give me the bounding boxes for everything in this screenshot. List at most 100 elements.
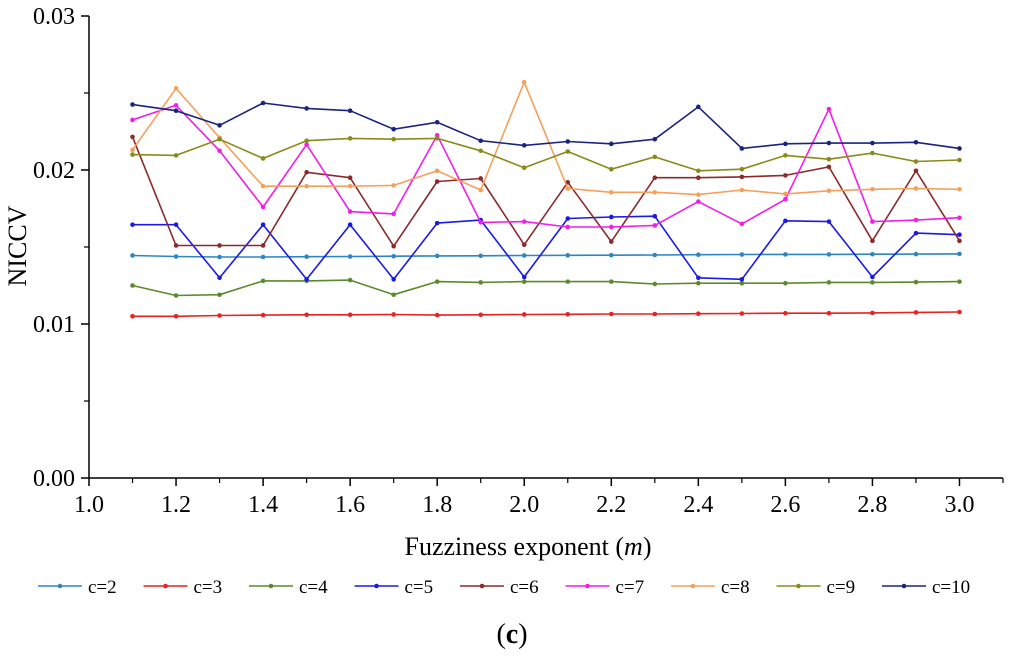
data-point [391, 136, 396, 142]
data-point [652, 223, 658, 228]
data-point [957, 186, 962, 192]
series-c-6 [130, 134, 962, 249]
series-c-10 [130, 100, 962, 151]
series-c-9 [130, 136, 962, 174]
data-point [826, 280, 832, 285]
data-point [870, 186, 875, 192]
legend-label: c=9 [827, 577, 856, 598]
data-point [870, 140, 875, 146]
data-point [260, 183, 266, 189]
data-point [783, 218, 788, 224]
legend-label: c=3 [194, 577, 223, 598]
data-point [521, 143, 527, 148]
data-point [652, 190, 658, 195]
data-point [696, 192, 701, 197]
data-point [913, 186, 919, 191]
data-point [870, 310, 875, 316]
data-point [347, 312, 353, 318]
data-point [434, 220, 440, 226]
data-point [173, 153, 179, 158]
data-point [173, 108, 179, 114]
data-point [565, 186, 571, 191]
data-point [130, 314, 135, 319]
data-point [173, 222, 179, 227]
y-tick-label: 0.01 [33, 312, 75, 338]
data-point [347, 183, 353, 189]
data-point [826, 156, 832, 162]
data-point [478, 280, 484, 285]
data-point [521, 219, 527, 224]
legend-item: c=4 [249, 577, 328, 598]
legend-item: c=3 [143, 577, 223, 598]
data-point [870, 280, 875, 285]
series-line [132, 102, 960, 150]
legend-swatch-marker [690, 583, 696, 589]
data-point [783, 141, 788, 147]
legend-swatch-marker [796, 583, 801, 589]
x-tick-label: 1.2 [161, 492, 191, 518]
data-point [347, 277, 353, 283]
data-point [913, 230, 919, 236]
data-point [260, 278, 266, 284]
x-tick-label: 2.2 [596, 492, 626, 518]
data-point [652, 175, 658, 180]
legend-swatch-marker [374, 583, 379, 589]
legend-item: c=2 [38, 577, 117, 598]
data-point [130, 222, 135, 227]
series-c-2 [130, 251, 962, 260]
data-point [347, 136, 353, 141]
data-point [304, 142, 309, 147]
data-point [826, 219, 832, 224]
data-point [304, 277, 309, 282]
y-tick-label: 0.00 [33, 466, 75, 492]
data-point [304, 183, 309, 189]
data-point [434, 119, 440, 125]
data-point [347, 108, 353, 114]
y-tick-label: 0.03 [33, 4, 75, 30]
data-point [696, 199, 701, 204]
data-point [652, 136, 658, 142]
x-axis-title: Fuzziness exponent (m) [405, 532, 652, 561]
data-point [608, 214, 614, 220]
data-point [478, 187, 484, 193]
data-point [304, 312, 309, 318]
data-point [130, 283, 135, 288]
data-point [565, 149, 571, 154]
data-point [608, 252, 614, 258]
x-tick-label: 1.6 [335, 492, 365, 518]
y-tick-label: 0.02 [33, 158, 75, 184]
data-point [826, 106, 832, 112]
series-line [132, 253, 960, 258]
data-point [391, 292, 396, 298]
data-point [217, 292, 222, 298]
data-point [521, 274, 527, 280]
data-point [260, 156, 266, 161]
data-point [696, 104, 701, 110]
caption-close: ) [518, 619, 527, 650]
data-point [521, 279, 527, 284]
data-point [521, 79, 527, 85]
data-point [130, 102, 135, 107]
data-point [870, 150, 875, 156]
data-point [173, 103, 179, 108]
legend-label: c=5 [405, 577, 434, 598]
data-point [739, 146, 745, 151]
data-point [608, 224, 614, 230]
data-point [739, 166, 745, 172]
data-point [260, 312, 266, 318]
data-point [130, 253, 135, 258]
data-point [260, 100, 266, 106]
data-point [870, 251, 875, 257]
data-point [957, 238, 962, 244]
legend-swatch-marker [268, 583, 274, 589]
data-point [347, 209, 353, 214]
data-point [173, 293, 179, 298]
data-point [391, 126, 396, 132]
data-point [957, 232, 962, 237]
data-point [783, 196, 788, 202]
data-point [304, 106, 309, 111]
data-point [826, 164, 832, 170]
data-point [696, 252, 701, 257]
data-point [565, 253, 571, 258]
